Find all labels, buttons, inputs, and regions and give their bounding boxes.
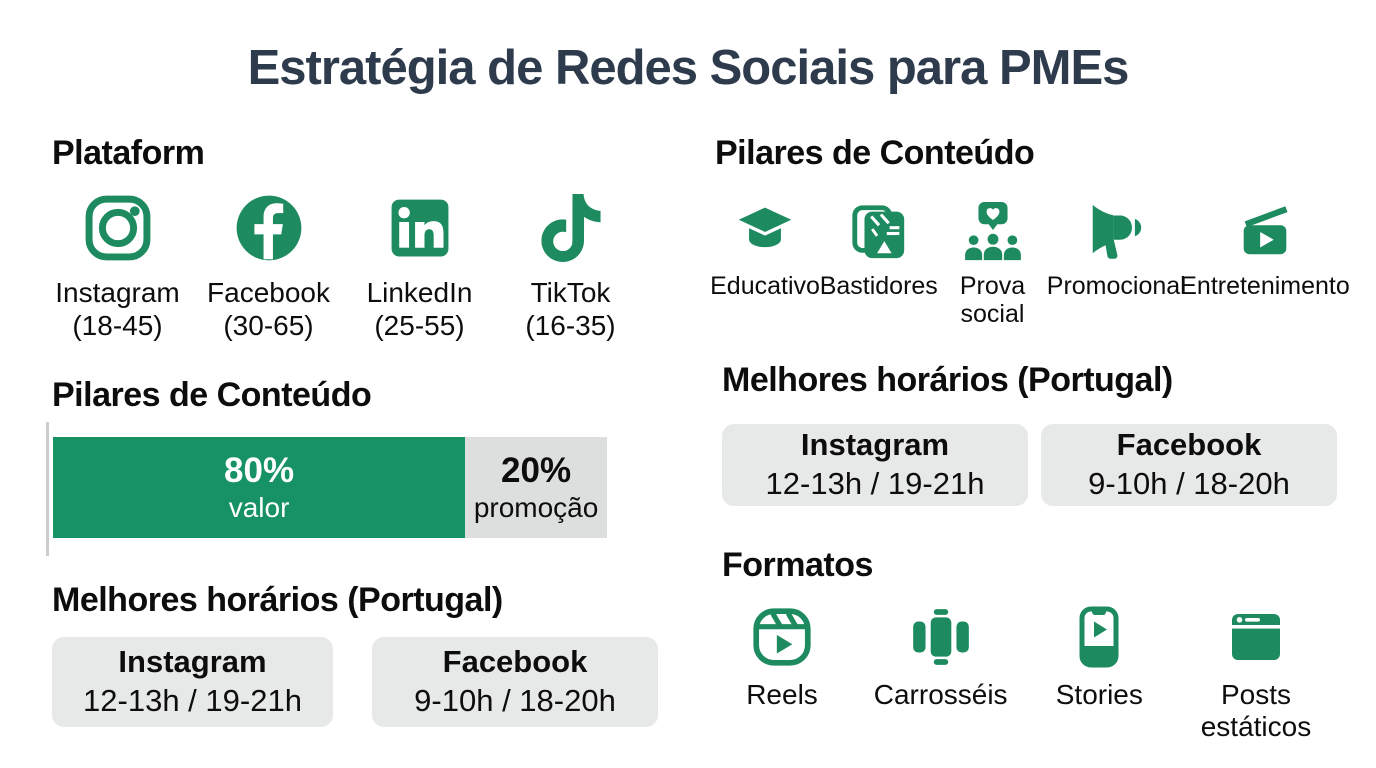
format-label: Posts estáticos (1200, 679, 1312, 743)
platform-name: Facebook (207, 277, 330, 308)
platform-name: LinkedIn (366, 277, 473, 308)
pillar-prova-social: Prova social (940, 198, 1046, 328)
pillar-label: Prova social (959, 272, 1026, 328)
card-platform-name: Facebook (442, 644, 588, 680)
best-times-left-heading: Melhores horários (Portugal) (52, 581, 503, 619)
static-posts-icon (1224, 602, 1288, 672)
bar-axis-line (46, 422, 49, 556)
formats-heading: Formatos (722, 546, 873, 584)
card-platform-name: Facebook (1116, 427, 1262, 463)
format-label: Stories (1055, 679, 1143, 710)
pillar-bastidores: Bastidores (819, 198, 938, 328)
card-times: 9-10h / 18-20h (1088, 466, 1290, 501)
platform-instagram: Instagram (18-45) (42, 190, 193, 343)
bar-segment-valor: 80% valor (53, 437, 466, 538)
social-proof-icon (962, 198, 1024, 264)
pillar-entretenimento: Entretenimento (1180, 198, 1350, 328)
tiktok-icon (537, 190, 605, 266)
best-time-card-facebook: Facebook 9-10h / 18-20h (1041, 424, 1337, 506)
platform-linkedin: LinkedIn (25-55) (344, 190, 495, 343)
platform-name: TikTok (530, 277, 611, 308)
content-pillars-heading: Pilares de Conteúdo (715, 134, 1035, 172)
content-pillars-bar-heading: Pilares de Conteúdo (52, 376, 372, 414)
carousel-icon (908, 602, 974, 672)
platform-age-range: (18-45) (72, 309, 163, 341)
pillar-label: Educativo (710, 272, 820, 300)
platform-age-range: (16-35) (525, 309, 616, 341)
platforms-row: Instagram (18-45) Facebook (30-65) Linke… (42, 190, 646, 343)
best-time-card-instagram: Instagram 12-13h / 19-21h (722, 424, 1028, 506)
format-posts-estaticos: Posts estáticos (1172, 602, 1340, 743)
best-time-card-instagram: Instagram 12-13h / 19-21h (52, 637, 333, 727)
platform-tiktok: TikTok (16-35) (495, 190, 646, 343)
best-times-right-heading: Melhores horários (Portugal) (722, 361, 1173, 399)
pillar-educativo: Educativo (710, 198, 820, 328)
bar-segment-promocao: 20% promoção (465, 437, 607, 538)
pillar-label: Entretenimento (1180, 272, 1350, 300)
format-reels: Reels (712, 602, 852, 743)
graduation-cap-icon (733, 198, 797, 264)
instagram-icon (81, 190, 155, 266)
pillar-label: Promocional (1046, 272, 1186, 300)
format-stories: Stories (1029, 602, 1169, 743)
page-title: Estratégia de Redes Sociais para PMEs (247, 41, 1130, 95)
content-pillars-row: Educativo Bastidores Prova social Promoc… (710, 198, 1350, 328)
platforms-heading: Plataform (52, 134, 205, 172)
behind-the-scenes-icon (848, 198, 910, 264)
format-label: Carrosséis (873, 679, 1008, 710)
reels-icon (749, 602, 815, 672)
best-time-card-facebook: Facebook 9-10h / 18-20h (372, 637, 658, 727)
format-label: Reels (746, 679, 818, 710)
stories-icon (1067, 602, 1131, 672)
platform-facebook: Facebook (30-65) (193, 190, 344, 343)
pillar-label: Bastidores (819, 272, 938, 300)
card-times: 12-13h / 19-21h (765, 466, 985, 501)
card-platform-name: Instagram (800, 427, 950, 463)
bar-segment-label: valor (228, 491, 290, 523)
platform-age-range: (25-55) (374, 309, 465, 341)
facebook-icon (232, 190, 306, 266)
card-times: 9-10h / 18-20h (414, 683, 616, 718)
pillar-promocional: Promocional (1047, 198, 1186, 328)
bar-segment-percent: 80% (224, 451, 295, 491)
format-carrosseis: Carrosséis (855, 602, 1027, 743)
megaphone-icon (1084, 198, 1148, 264)
clapperboard-icon (1234, 198, 1296, 264)
platform-age-range: (30-65) (223, 309, 314, 341)
card-times: 12-13h / 19-21h (83, 683, 302, 718)
value-promotion-bar: 80% valor 20% promoção (53, 437, 607, 538)
bar-segment-label: promoção (473, 491, 599, 523)
card-platform-name: Instagram (118, 644, 267, 680)
formats-row: Reels Carrosséis Stories Posts estáticos (712, 602, 1340, 743)
bar-segment-percent: 20% (501, 451, 572, 491)
platform-name: Instagram (55, 277, 180, 308)
linkedin-icon (385, 190, 455, 266)
